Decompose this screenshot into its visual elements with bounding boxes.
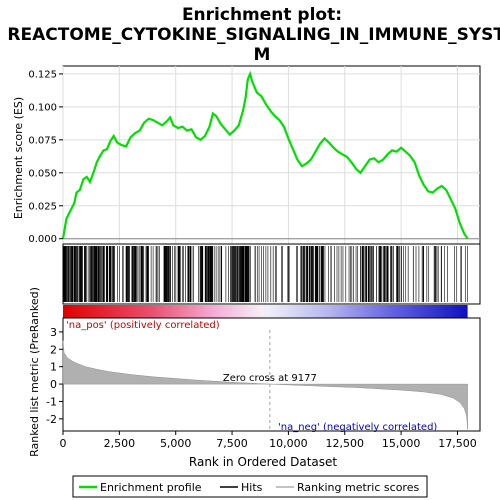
chart-title-line2: REACTOME_CYTOKINE_SIGNALING_IN_IMMUNE_SY…: [7, 25, 500, 45]
x-tick-label: 15,000: [382, 437, 421, 450]
ranking-metric-area: [62, 340, 468, 430]
metric-ytick-label: 3: [50, 326, 57, 339]
legend-hits-label: Hits: [241, 481, 263, 494]
metric-ytick-label: -1: [46, 395, 57, 408]
chart-title-line1: Enrichment plot:: [182, 5, 342, 25]
x-tick-label: 17,500: [438, 437, 477, 450]
es-ytick-label: 0.100: [28, 102, 57, 113]
es-panel: [62, 65, 481, 245]
es-ytick-label: 0.075: [28, 135, 57, 146]
metric-ytick-label: -2: [46, 413, 57, 426]
es-ytick-label: 0.025: [28, 201, 57, 212]
x-tick-label: 5,000: [160, 437, 192, 450]
x-tick-label: 7,500: [216, 437, 248, 450]
x-tick-label: 0: [60, 437, 67, 450]
legend-metric-label: Ranking metric scores: [297, 481, 419, 494]
negative-correlated-label: 'na_neg' (negatively correlated): [278, 422, 437, 433]
enrichment-profile-line: [61, 70, 469, 240]
es-axis-label: Enrichment score (ES): [12, 97, 25, 219]
x-tick-label: 2,500: [104, 437, 136, 450]
metric-ytick-label: 0: [50, 378, 57, 391]
x-tick-label: 10,000: [269, 437, 308, 450]
zero-cross-label: Zero cross at 9177: [223, 373, 317, 384]
rank-color-bar: [63, 305, 468, 318]
x-axis-label: Rank in Ordered Dataset: [189, 455, 337, 469]
es-ytick-label: 0.000: [28, 234, 57, 245]
hit-marks: [62, 246, 468, 302]
metric-ytick-label: 1: [50, 361, 57, 374]
positive-correlated-label: 'na_pos' (positively correlated): [66, 320, 220, 331]
es-ytick-label: 0.125: [28, 69, 57, 80]
chart-title-line3: M: [254, 45, 271, 65]
es-ytick-label: 0.050: [28, 168, 57, 179]
hits-panel: [62, 243, 481, 305]
x-tick-label: 12,500: [326, 437, 365, 450]
metric-axis-label: Ranked list metric (PreRanked): [28, 287, 41, 457]
metric-ytick-label: 2: [50, 343, 57, 356]
legend-box: [72, 475, 428, 498]
legend-profile-label: Enrichment profile: [100, 481, 202, 494]
